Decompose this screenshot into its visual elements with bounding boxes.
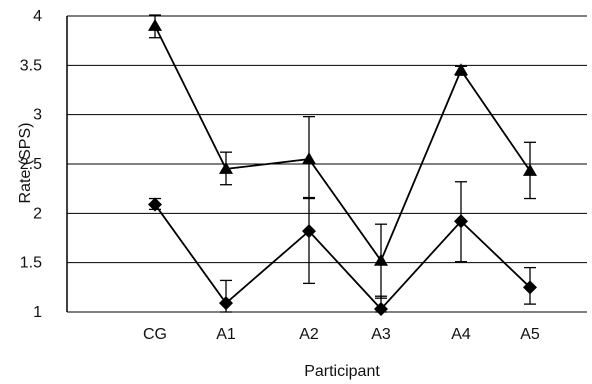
x-tick-labels: CG A1 A2 A3 A4 A5 bbox=[143, 326, 540, 343]
y-tick-label: 2.5 bbox=[20, 156, 42, 173]
series-line bbox=[154, 203, 531, 311]
series-triangle bbox=[148, 14, 537, 299]
y-tick-label: 3.5 bbox=[20, 57, 42, 74]
data-point-triangle bbox=[374, 253, 388, 266]
y-axis-title: Rate (SPS) bbox=[17, 123, 34, 204]
data-point-diamond bbox=[523, 280, 537, 295]
y-tick-label: 4 bbox=[33, 8, 42, 25]
data-point-diamond bbox=[454, 214, 468, 229]
series-diamond bbox=[148, 181, 537, 317]
x-tick-label: A3 bbox=[371, 326, 391, 343]
data-point-triangle bbox=[148, 18, 162, 31]
x-tick-label: A1 bbox=[216, 326, 236, 343]
data-point-diamond bbox=[148, 197, 162, 212]
data-point-triangle bbox=[219, 161, 233, 174]
y-tick-label: 1.5 bbox=[20, 255, 42, 272]
data-point-diamond bbox=[374, 302, 388, 317]
x-tick-label: A2 bbox=[299, 326, 319, 343]
y-tick-label: 1 bbox=[33, 304, 42, 321]
x-tick-label: A4 bbox=[451, 326, 471, 343]
data-point-triangle bbox=[523, 163, 537, 176]
data-point-diamond bbox=[302, 224, 316, 239]
gridlines bbox=[67, 15, 587, 313]
y-tick-labels: 1 1.5 2 2.5 3 3.5 4 bbox=[20, 8, 42, 321]
data-point-triangle bbox=[454, 63, 468, 76]
data-point-triangle bbox=[302, 152, 316, 165]
x-axis-title: Participant bbox=[304, 363, 380, 380]
y-tick-label: 3 bbox=[33, 107, 42, 124]
series-layer bbox=[148, 14, 537, 317]
data-point-diamond bbox=[219, 296, 233, 311]
y-tick-label: 2 bbox=[33, 205, 42, 222]
x-tick-label: A5 bbox=[520, 326, 540, 343]
series-line bbox=[154, 25, 531, 263]
x-tick-label: CG bbox=[143, 326, 167, 343]
